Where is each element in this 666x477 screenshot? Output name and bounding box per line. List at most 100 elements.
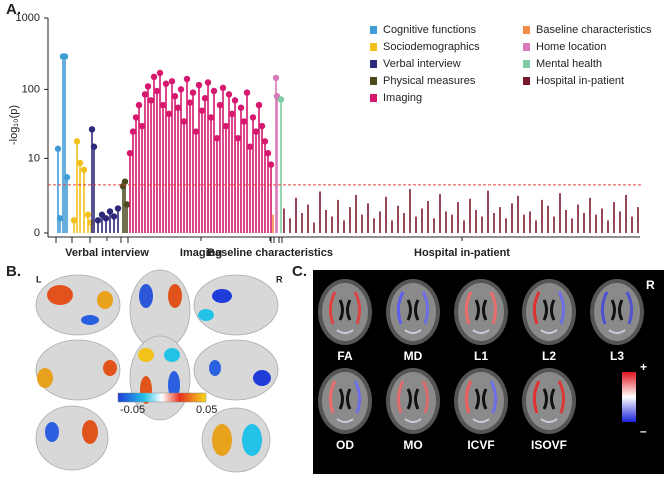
tract	[532, 380, 541, 414]
point	[126, 149, 134, 157]
map-label: L2	[542, 349, 556, 363]
y-tick-label: 0	[34, 227, 40, 239]
tract	[328, 380, 337, 414]
ventricles	[542, 388, 556, 410]
point	[249, 114, 257, 121]
point	[243, 89, 251, 96]
point	[231, 97, 239, 104]
point	[114, 205, 122, 212]
legend-swatch	[523, 60, 530, 68]
point	[255, 101, 263, 109]
tract	[489, 291, 498, 325]
legend-label: Verbal interview	[383, 58, 461, 70]
point	[216, 101, 224, 109]
point	[234, 135, 242, 142]
legend-label: Home location	[536, 41, 606, 53]
tract	[353, 291, 362, 325]
tract	[472, 329, 490, 334]
point	[156, 69, 164, 77]
map-label: ISOVF	[531, 438, 567, 452]
side-label: R	[646, 278, 655, 292]
point	[237, 104, 245, 111]
legend-label: Hospital in-patient	[536, 75, 624, 87]
map-label: MD	[404, 349, 423, 363]
ventricles	[338, 299, 352, 321]
point	[132, 114, 140, 121]
point	[246, 143, 254, 150]
point	[207, 114, 215, 121]
colorbar-label: -0.05	[120, 404, 145, 416]
point	[267, 161, 275, 168]
point	[222, 122, 230, 130]
ventricles	[338, 388, 352, 410]
point	[171, 93, 179, 100]
tract	[557, 380, 566, 414]
map-label: OD	[336, 438, 354, 452]
point	[277, 96, 285, 103]
point	[258, 122, 266, 130]
point	[240, 118, 248, 125]
point	[138, 122, 146, 130]
point	[88, 126, 96, 133]
point	[186, 99, 194, 106]
tract	[464, 380, 473, 414]
x-tick-label: Hospital in-patient	[414, 247, 510, 259]
legend-label: Physical measures	[383, 75, 476, 87]
brain-blobs	[37, 284, 271, 456]
colorbar-label: –	[640, 424, 647, 438]
point	[180, 118, 188, 125]
tract	[464, 291, 473, 325]
point	[213, 135, 221, 142]
tract	[336, 329, 354, 334]
tract	[608, 329, 626, 334]
tract	[336, 418, 354, 423]
panel-label: C.	[292, 263, 307, 280]
legend-label: Cognitive functions	[383, 24, 476, 36]
panel-label: A.	[6, 1, 21, 18]
point	[102, 215, 110, 222]
tract	[328, 291, 337, 325]
point	[192, 128, 200, 135]
tract	[557, 291, 566, 325]
point	[174, 104, 182, 111]
legend-swatch	[370, 43, 377, 51]
point	[210, 87, 218, 95]
map-label: ICVF	[467, 438, 494, 452]
colorbar	[117, 392, 207, 403]
point	[56, 215, 64, 222]
tract	[489, 380, 498, 414]
point	[129, 128, 137, 135]
tract	[421, 291, 430, 325]
ventricles	[406, 299, 420, 321]
point	[162, 80, 170, 87]
point	[159, 101, 167, 109]
tract	[404, 329, 422, 334]
legend-swatch	[370, 26, 377, 34]
point	[189, 89, 197, 96]
legend-swatch	[523, 26, 530, 34]
legend-swatch	[370, 94, 377, 102]
y-axis-label: -log₁₀(p)	[8, 105, 20, 145]
x-tick-label: Verbal interview	[65, 247, 149, 259]
panel-label: B.	[6, 263, 21, 280]
point	[252, 128, 260, 135]
tract	[532, 291, 541, 325]
point	[261, 138, 269, 145]
point	[80, 166, 88, 174]
map-label: L1	[474, 349, 488, 363]
side-label: L	[36, 274, 42, 284]
legend-swatch	[523, 77, 530, 85]
point	[195, 81, 203, 89]
ventricles	[474, 388, 488, 410]
point	[141, 91, 149, 98]
point	[90, 143, 98, 150]
point	[135, 101, 143, 109]
ventricles	[474, 299, 488, 321]
colorbar-label: 0.05	[196, 404, 217, 416]
x-tick-label: Imaging	[180, 247, 222, 259]
tract	[353, 380, 362, 414]
point	[168, 78, 176, 85]
legend-swatch	[370, 77, 377, 85]
point	[225, 91, 233, 98]
